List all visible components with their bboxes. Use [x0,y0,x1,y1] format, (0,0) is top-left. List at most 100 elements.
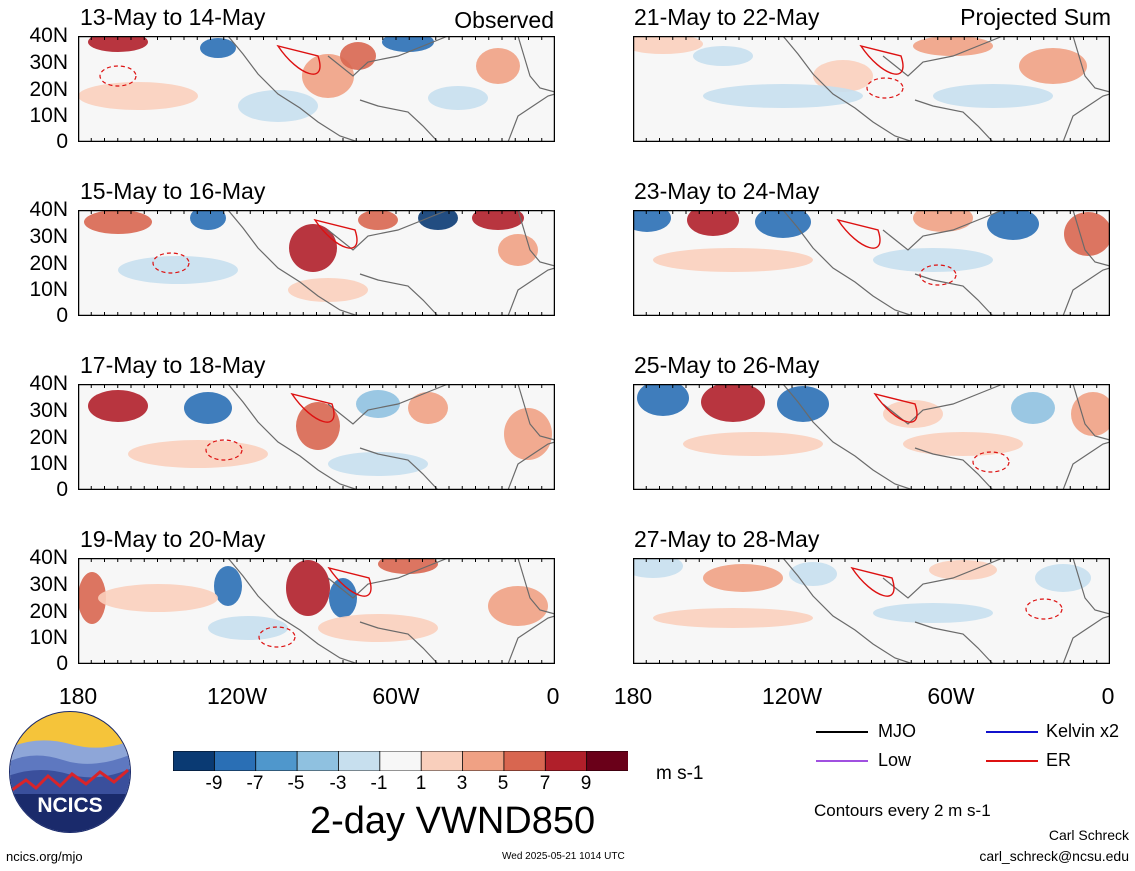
anomaly-shading [88,36,148,52]
panel-title: 23-May to 24-May [634,178,820,204]
logo-text: NCICS [37,794,102,817]
lat-tick-label: 40N [29,546,68,569]
er-contour [850,566,895,597]
map-panel [633,558,1110,664]
colorbar-swatch [296,750,340,772]
anomaly-shading [98,584,218,612]
lon-tick-label: 60W [927,683,975,709]
anomaly-shading [88,390,148,422]
anomaly-shading [340,42,376,70]
anomaly-shading [328,452,428,476]
anomaly-shading [78,82,198,110]
footer-timestamp: Wed 2025-05-21 1014 UTC [502,851,625,862]
coastline [227,210,555,316]
map-panel [633,210,1110,316]
footer-author: Carl Schreck [1048,827,1129,843]
legend-line-mjo [816,731,868,733]
legend-line-low [816,760,868,762]
anomaly-shading [208,616,288,640]
anomaly-shading [302,54,354,98]
anomaly-shading [288,278,368,302]
colorbar-swatch [420,750,464,772]
lat-tick-label: 10N [29,278,68,301]
anomaly-shading [633,558,683,578]
map-panel [78,36,555,142]
colorbar-tick-label: -3 [329,773,347,794]
anomaly-shading [286,560,330,616]
legend-label-er: ER [1046,750,1072,770]
anomaly-shading [78,572,106,624]
er-contour-negative [919,264,957,286]
colorbar-tick-label: -9 [205,773,223,794]
anomaly-shading [693,46,753,66]
anomaly-shading [418,210,458,230]
colorbar-tick-label: 3 [456,773,468,794]
colorbar-tick-label: -7 [246,773,264,794]
anomaly-shading [184,392,232,424]
anomaly-shading [1064,212,1110,256]
lat-tick-label: 10N [29,452,68,475]
colorbar-tick-label: 7 [539,773,551,794]
footer-email: carl_schreck@ncsu.edu [979,848,1129,864]
observed-label: Observed [454,7,554,33]
map-panel [633,384,1110,490]
anomaly-shading [190,210,226,230]
lon-tick-label: 60W [372,683,420,709]
anomaly-shading [633,210,671,232]
anomaly-shading [813,60,873,92]
projected-sum-label: Projected Sum [960,4,1111,30]
lon-tick-label: 120W [761,683,823,709]
er-contour-negative [99,65,137,87]
lat-tick-label: 0 [56,478,68,501]
coastline [782,210,1110,316]
anomaly-shading [929,560,997,580]
anomaly-shading [84,210,152,234]
lat-tick-label: 20N [29,600,68,623]
colorbar-swatch [255,750,298,772]
er-contour-negative [972,451,1010,473]
anomaly-shading [428,86,488,110]
er-contour-negative [152,252,190,274]
anomaly-shading [289,224,337,272]
anomaly-shading [653,248,813,272]
colorbar-swatch [338,750,381,772]
lat-tick-label: 30N [29,573,68,596]
coastline [782,384,1110,490]
map-panel [633,36,1110,142]
lat-tick-label: 30N [29,399,68,422]
coastline [782,36,1110,142]
coastline [227,558,555,664]
er-contour [327,566,372,597]
lat-tick-label: 40N [29,24,68,47]
anomaly-shading [913,210,973,232]
anomaly-shading [1011,392,1055,424]
lat-tick-label: 10N [29,626,68,649]
panel-title: 19-May to 20-May [80,526,266,552]
anomaly-shading [903,432,1023,456]
er-contour-negative [866,77,904,99]
panel-title: 17-May to 18-May [80,352,266,378]
coastline [782,558,1110,664]
anomaly-shading [703,564,783,592]
legend-label-kelvin: Kelvin x2 [1046,721,1120,741]
lat-tick-label: 20N [29,78,68,101]
anomaly-shading [504,408,552,460]
lon-tick-label: 120W [206,683,268,709]
anomaly-shading [214,566,242,606]
colorbar-swatch [379,750,423,772]
main-title: 2-day VWND850 [310,800,596,842]
lon-tick-label: 0 [546,683,560,709]
lat-tick-label: 0 [56,304,68,327]
lat-tick-label: 10N [29,104,68,127]
lat-tick-label: 0 [56,130,68,153]
er-contour [276,44,321,75]
lat-tick-label: 30N [29,225,68,248]
colorbar-tick-label: -1 [370,773,388,794]
colorbar-swatch [544,750,588,772]
coastline [227,36,555,142]
lat-tick-label: 20N [29,252,68,275]
anomaly-shading [637,384,689,416]
lat-tick-label: 20N [29,426,68,449]
anomaly-shading [687,210,739,236]
anomaly-shading [703,84,863,108]
